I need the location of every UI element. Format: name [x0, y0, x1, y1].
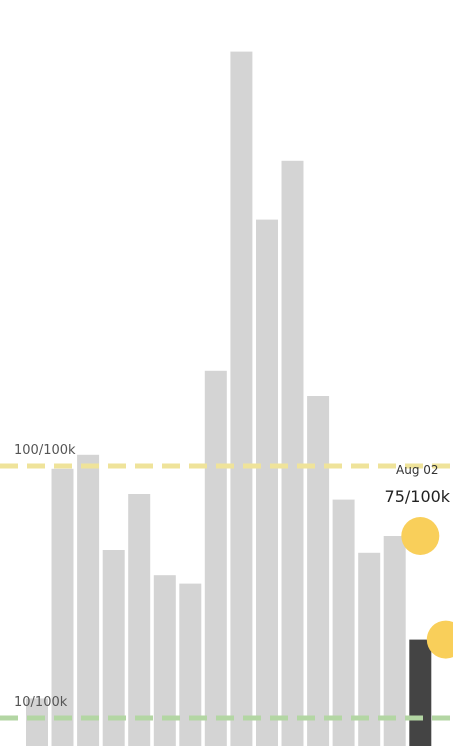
bar [179, 583, 202, 746]
bar [281, 160, 304, 747]
callout-date: Aug 02 [396, 463, 439, 477]
ref-line-label-low: 10/100k [14, 695, 68, 710]
reference-lines [0, 463, 453, 721]
bar [230, 51, 253, 747]
bars-group [26, 51, 432, 747]
bar [256, 219, 278, 747]
bar [204, 370, 227, 746]
marker-dot [426, 620, 453, 659]
marker-dot [401, 517, 440, 555]
markers-group [401, 517, 453, 659]
bar [77, 454, 100, 746]
bar [128, 494, 151, 746]
bar [26, 698, 48, 746]
bar [332, 499, 355, 746]
bar [383, 536, 406, 746]
bar [358, 552, 381, 746]
callout-value: 75/100k [385, 487, 451, 506]
bar [51, 468, 74, 746]
ref-line-label-high: 100/100k [14, 443, 76, 458]
bar [307, 396, 330, 746]
bar [153, 575, 176, 746]
bar [102, 550, 125, 746]
bar-highlight [409, 639, 432, 746]
